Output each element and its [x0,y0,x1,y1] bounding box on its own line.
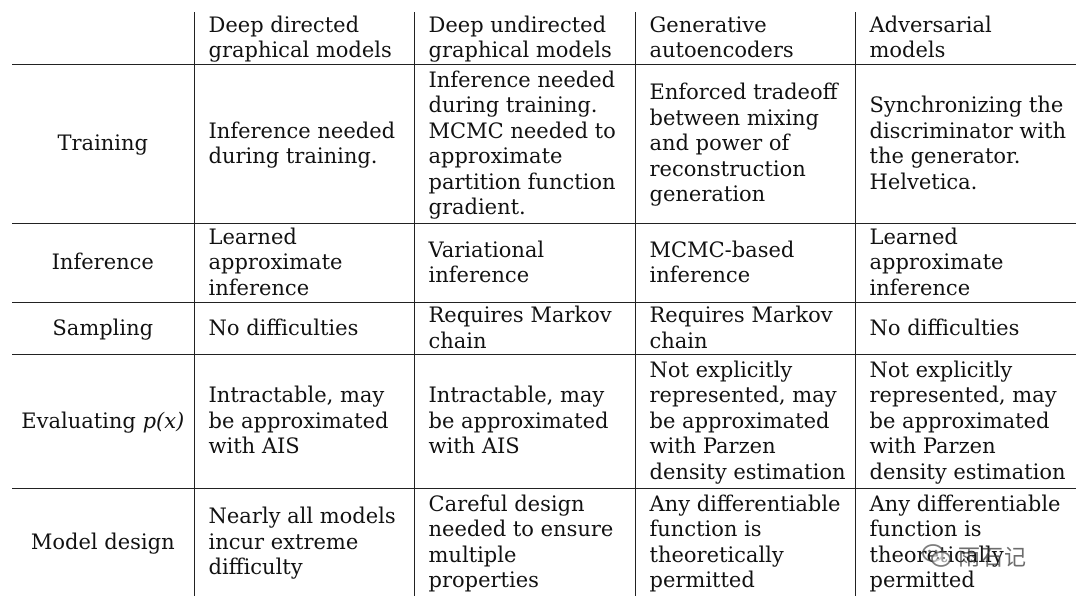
header-row: Deep directed graphical models Deep undi… [12,12,1076,65]
table-cell: No difficulties [854,302,1076,355]
table-cell: Nearly all models incur extreme difficul… [193,488,414,596]
table-cell: Careful design needed to ensure multiple… [413,488,635,596]
row-label-evaluating-math: p(x) [142,408,185,433]
table-cell: Variational inference [413,223,635,303]
table-cell: Requires Markov chain [634,302,855,355]
header-deep-undirected: Deep undirected graphical models [413,12,635,65]
table-row: Sampling No difficulties Requires Markov… [12,302,1076,355]
table-cell: Intractable, may be approximated with AI… [193,354,414,489]
table-cell: Requires Markov chain [413,302,635,355]
row-label-evaluating-text: Evaluating [21,408,136,433]
header-deep-directed: Deep directed graphical models [193,12,414,65]
table-row: Training Inference needed during trainin… [12,64,1076,224]
row-label-evaluating: Evaluating p(x) [12,354,194,489]
table-cell: Inference needed during training. MCMC n… [413,64,635,224]
table-row: Model design Nearly all models incur ext… [12,488,1076,596]
table-cell: Any differentiable function is theoretic… [634,488,855,596]
table-cell: Any differentiable function is theoretic… [854,488,1076,596]
table-cell: Learned approximate inference [193,223,414,303]
table-cell: Synchronizing the discriminator with the… [854,64,1076,224]
row-label-inference: Inference [12,223,194,303]
table-cell: Not explicitly represented, may be appro… [854,354,1076,489]
row-label-model-design: Model design [12,488,194,596]
table-cell: Intractable, may be approximated with AI… [413,354,635,489]
row-label-training: Training [12,64,194,224]
header-generative-autoencoders: Generative autoencoders [634,12,855,65]
row-label-sampling: Sampling [12,302,194,355]
table-cell: Inference needed during training. [193,64,414,224]
table-row: Inference Learned approximate inference … [12,223,1076,303]
table-cell: MCMC-based inference [634,223,855,303]
comparison-table: Deep directed graphical models Deep undi… [12,12,1076,596]
table-cell: Not explicitly represented, may be appro… [634,354,855,489]
table-row: Evaluating p(x) Intractable, may be appr… [12,354,1076,489]
table-cell: Learned approximate inference [854,223,1076,303]
table-cell: No difficulties [193,302,414,355]
header-adversarial: Adversarial models [854,12,1076,65]
table-cell: Enforced tradeoff between mixing and pow… [634,64,855,224]
header-corner [12,12,194,65]
